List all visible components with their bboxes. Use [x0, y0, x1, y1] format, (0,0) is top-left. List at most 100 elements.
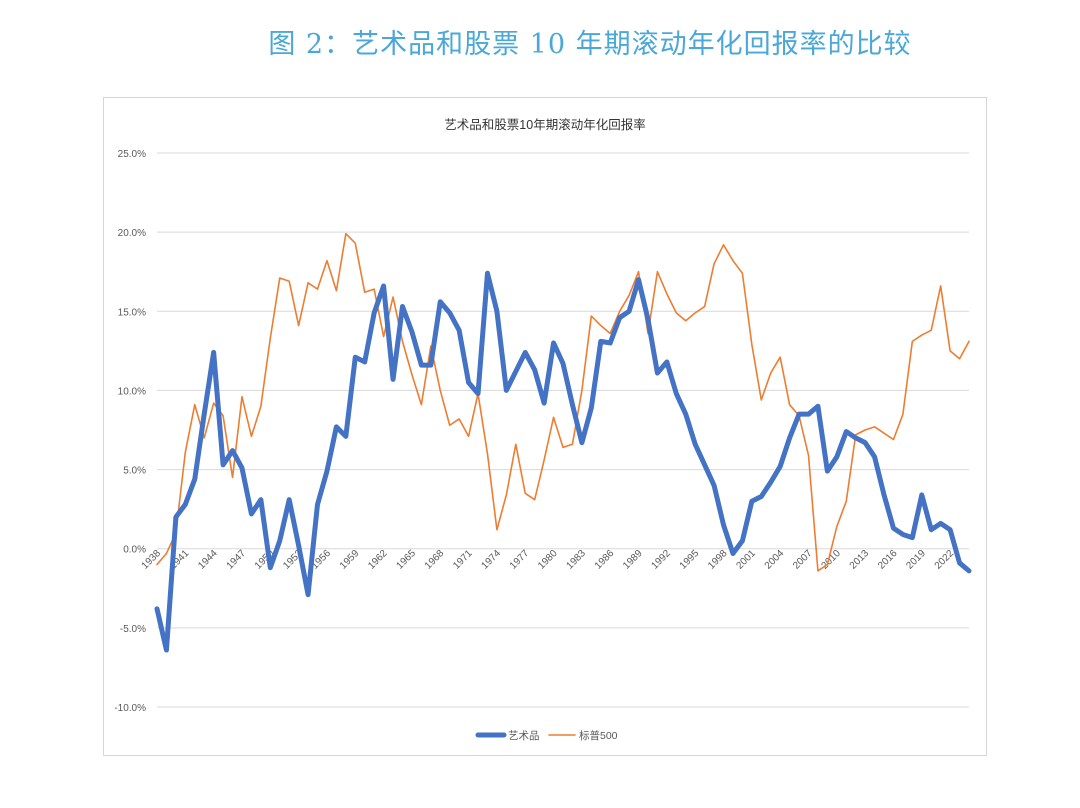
data-point: [891, 437, 895, 441]
x-tick-label: 1974: [480, 548, 504, 572]
data-point: [306, 281, 310, 285]
data-point: [712, 262, 716, 266]
data-point: [410, 330, 414, 334]
data-point: [740, 539, 744, 543]
x-tick-label: 2001: [734, 548, 758, 572]
x-tick-label: 1989: [621, 548, 645, 572]
data-point: [637, 278, 641, 282]
data-point: [240, 466, 244, 470]
data-point: [854, 436, 858, 440]
data-point: [212, 401, 216, 405]
data-point: [627, 309, 631, 313]
data-point: [703, 305, 707, 309]
data-point: [495, 528, 499, 532]
data-point: [325, 469, 329, 473]
data-point: [514, 442, 518, 446]
data-point: [731, 259, 735, 263]
data-point: [589, 406, 593, 410]
x-tick-label: 1995: [678, 548, 702, 572]
data-point: [759, 398, 763, 402]
data-point: [891, 526, 895, 530]
data-point: [910, 339, 914, 343]
data-point: [419, 403, 423, 407]
x-tick-label: 2004: [763, 548, 787, 572]
data-point: [769, 480, 773, 484]
data-point: [844, 430, 848, 434]
data-point: [438, 300, 442, 304]
x-tick-label: 1947: [225, 548, 249, 572]
data-point: [202, 412, 206, 416]
x-tick-label: 2007: [791, 548, 815, 572]
data-point: [212, 350, 216, 354]
data-point: [259, 404, 263, 408]
data-point: [722, 243, 726, 247]
series-line: [156, 232, 970, 572]
x-tick-label: 1962: [366, 548, 390, 572]
data-point: [334, 425, 338, 429]
legend-label: 艺术品: [508, 730, 540, 742]
data-point: [863, 441, 867, 445]
x-tick-label: 1959: [338, 548, 362, 572]
data-point: [920, 333, 924, 337]
x-tick-label: 1986: [593, 548, 617, 572]
y-tick-label: 10.0%: [118, 386, 146, 397]
data-point: [504, 388, 508, 392]
legend-item: 艺术品: [475, 730, 540, 742]
x-tick-label: 1944: [196, 548, 220, 572]
x-tick-label: 1983: [564, 548, 588, 572]
data-point: [665, 360, 669, 364]
x-tick-label: 1968: [423, 548, 447, 572]
data-point: [825, 563, 829, 567]
data-point: [297, 324, 301, 328]
data-point: [882, 493, 886, 497]
data-point: [599, 339, 603, 343]
data-point: [778, 464, 782, 468]
data-point: [297, 544, 301, 548]
data-point: [958, 561, 962, 565]
data-point: [429, 363, 433, 367]
y-tick-label: 0.0%: [123, 545, 146, 556]
data-point: [514, 369, 518, 373]
data-point: [249, 434, 253, 438]
data-point: [419, 363, 423, 367]
data-point: [363, 360, 367, 364]
y-tick-label: -5.0%: [120, 624, 146, 635]
data-point: [316, 287, 320, 291]
figure-caption: 图 2：艺术品和股票 10 年期滚动年化回报率的比较: [268, 29, 912, 60]
data-point: [164, 551, 168, 555]
data-point: [939, 284, 943, 288]
data-point: [249, 512, 253, 516]
legend-item: 标普500: [548, 729, 618, 742]
data-point: [155, 607, 159, 611]
data-point: [599, 324, 603, 328]
data-point: [495, 309, 499, 313]
data-point: [523, 491, 527, 495]
data-point: [476, 392, 480, 396]
data-point: [382, 335, 386, 339]
data-point: [259, 498, 263, 502]
y-tick-label: 25.0%: [118, 149, 146, 160]
data-point: [863, 428, 867, 432]
data-point: [391, 377, 395, 381]
data-point: [316, 502, 320, 506]
data-point: [684, 319, 688, 323]
data-point: [589, 314, 593, 318]
data-point: [542, 401, 546, 405]
x-tick-label: 1980: [536, 548, 560, 572]
data-point: [816, 404, 820, 408]
data-point: [788, 436, 792, 440]
data-point: [759, 494, 763, 498]
data-point: [608, 341, 612, 345]
chart-area: 艺术品和股票10年期滚动年化回报率 -10.0% -5.0% 0.0% 5.0% 10.…: [103, 97, 987, 756]
x-tick-label: 2013: [848, 548, 872, 572]
data-point: [712, 483, 716, 487]
data-point: [353, 355, 357, 359]
data-point: [731, 551, 735, 555]
data-point: [901, 412, 905, 416]
x-tick-label: 1977: [508, 548, 532, 572]
data-point: [231, 475, 235, 479]
data-point: [363, 290, 367, 294]
data-point: [750, 343, 754, 347]
data-point: [655, 371, 659, 375]
data-point: [523, 350, 527, 354]
